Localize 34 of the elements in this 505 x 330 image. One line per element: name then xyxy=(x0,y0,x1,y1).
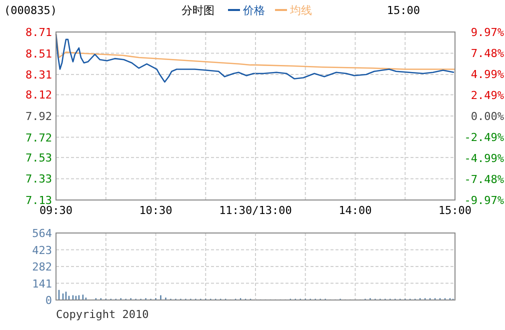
y-tick-label: 7.13 xyxy=(26,194,52,207)
text: -7.48% xyxy=(464,173,504,186)
text: -2.49% xyxy=(464,130,504,144)
text: -4.99% xyxy=(464,152,504,166)
y-tick-label: 7.53 xyxy=(26,151,52,164)
y-tick-label: 8.71 xyxy=(26,26,52,39)
text: Copyright 2010 xyxy=(56,308,149,321)
legend-label: 价格 xyxy=(242,4,265,17)
text: -9.97% xyxy=(464,194,504,207)
text: 15:00 xyxy=(386,4,420,17)
y-tick-label: 564 xyxy=(32,227,52,240)
x-tick-label: 15:00 xyxy=(438,204,472,217)
text: 9.97% xyxy=(470,26,504,39)
y-tick-label: 7.33 xyxy=(26,172,52,186)
x-tick-label: 10:30 xyxy=(139,204,172,217)
y-tick-label: 8.51 xyxy=(26,47,52,60)
y-tick-label: 282 xyxy=(32,260,52,274)
y-tick-label: 8.12 xyxy=(26,88,52,102)
chart-title: (000835) xyxy=(4,4,57,17)
legend-label: 均线 xyxy=(289,4,312,17)
x-tick-label: 14:00 xyxy=(338,204,372,217)
text: 0.00% xyxy=(470,110,504,123)
y-tick-label: 7.72 xyxy=(26,131,52,144)
y-tick-label: 0 xyxy=(45,294,52,307)
x-tick-label: 11:30/13:00 xyxy=(219,204,292,217)
y-tick-label: 423 xyxy=(32,244,52,257)
text: 4.99% xyxy=(470,68,504,81)
text: 2.49% xyxy=(470,89,504,102)
text: 7.48% xyxy=(470,46,504,60)
y-tick-label: 7.92 xyxy=(26,110,52,123)
chart-subtitle: 分时图 xyxy=(182,4,214,17)
y-tick-label: 8.31 xyxy=(26,68,52,82)
y-tick-label: 141 xyxy=(32,277,52,290)
x-tick-label: 09:30 xyxy=(39,204,73,217)
